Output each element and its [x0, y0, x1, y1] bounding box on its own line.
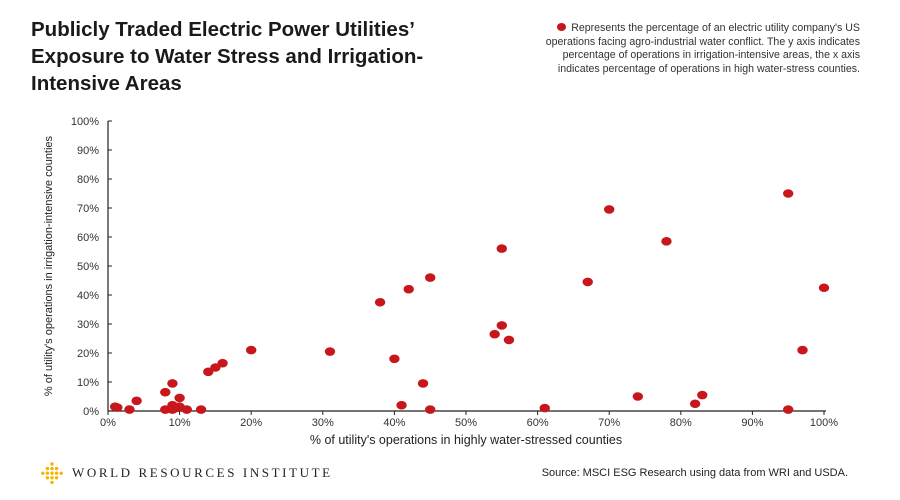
- logo-dot: [50, 471, 54, 475]
- y-axis-title: % of utility's operations in irrigation-…: [43, 135, 55, 396]
- data-point: [324, 347, 336, 356]
- y-tick-label: 90%: [77, 145, 99, 157]
- data-point: [604, 205, 615, 214]
- data-point: [582, 277, 593, 287]
- x-tick-label: 50%: [455, 417, 477, 429]
- logo-dot: [45, 466, 50, 471]
- y-tick-label: 70%: [77, 203, 99, 215]
- x-tick-label: 10%: [169, 417, 191, 429]
- y-tick-label: 10%: [77, 377, 99, 389]
- data-point: [425, 405, 436, 414]
- logo-dot: [45, 476, 50, 480]
- data-point: [503, 335, 515, 345]
- logo-dot: [45, 471, 50, 475]
- legend-text: Represents the percentage of an electric…: [545, 22, 860, 75]
- logo-dot: [50, 476, 54, 480]
- data-point: [124, 405, 135, 414]
- y-tick-label: 100%: [71, 116, 99, 128]
- data-point: [167, 379, 178, 388]
- data-point: [496, 321, 507, 330]
- data-point: [797, 345, 808, 355]
- data-point: [374, 297, 386, 307]
- y-tick-label: 80%: [77, 174, 99, 186]
- logo-dot: [54, 471, 59, 475]
- data-point: [210, 363, 221, 372]
- data-point: [539, 403, 550, 413]
- data-point: [403, 284, 414, 294]
- logo-dot: [54, 476, 59, 480]
- x-tick-label: 80%: [670, 417, 692, 429]
- x-tick-label: 40%: [383, 417, 405, 429]
- data-point: [417, 379, 429, 388]
- logo-dot: [50, 466, 54, 471]
- data-point: [389, 354, 400, 364]
- logo-dot: [41, 471, 45, 475]
- x-tick-label: 20%: [240, 417, 262, 429]
- data-point: [112, 403, 123, 412]
- logo-dot: [50, 480, 54, 485]
- y-tick-label: 50%: [77, 261, 99, 273]
- data-point: [783, 405, 794, 414]
- data-point: [174, 393, 185, 403]
- wri-logo: WORLD RESOURCES INSTITUTE: [40, 461, 333, 485]
- axes: 0% 10% 20% 30% 40% 50% 60% 70% 80% 90% 100% 0% 10% 20…: [71, 116, 838, 429]
- logo-name: WORLD RESOURCES INSTITUTE: [72, 465, 333, 480]
- source-note: Source: MSCI ESG Research using data fro…: [541, 467, 848, 479]
- data-point: [697, 390, 708, 400]
- data-point: [689, 399, 701, 409]
- legend: Represents the percentage of an electric…: [540, 22, 860, 76]
- data-point: [217, 358, 228, 368]
- data-point: [160, 387, 171, 397]
- legend-dot-icon: [557, 23, 567, 31]
- chart-title: Publicly Traded Electric Power Utilities…: [31, 18, 424, 95]
- y-tick-label: 40%: [77, 290, 99, 302]
- x-tick-label: 30%: [312, 417, 334, 429]
- data-point: [496, 244, 507, 253]
- data-point: [818, 283, 830, 293]
- data-point: [396, 400, 407, 410]
- x-axis-title: % of utility's operations in highly wate…: [310, 433, 622, 447]
- data-point: [489, 329, 500, 339]
- y-tick-label: 30%: [77, 319, 99, 331]
- y-tick-label: 20%: [77, 348, 99, 360]
- x-tick-label: 100%: [810, 417, 838, 429]
- logo-dot: [59, 471, 63, 475]
- x-tick-label: 60%: [527, 417, 549, 429]
- x-tick-label: 90%: [741, 417, 763, 429]
- data-point: [661, 237, 672, 246]
- logo-dot: [54, 466, 59, 471]
- data-point: [203, 367, 214, 377]
- wri-logo-icon: [41, 462, 63, 485]
- y-tick-label: 0%: [83, 406, 99, 418]
- data-point: [195, 405, 207, 414]
- x-tick-label: 0%: [100, 417, 116, 429]
- data-points: [109, 189, 830, 414]
- x-tick-label: 70%: [598, 417, 620, 429]
- data-point: [160, 405, 171, 414]
- data-point: [131, 396, 142, 406]
- data-point: [246, 345, 257, 355]
- data-point: [632, 392, 644, 401]
- data-point: [181, 405, 192, 414]
- data-point: [783, 189, 794, 198]
- data-point: [425, 273, 436, 282]
- y-tick-label: 60%: [77, 232, 99, 244]
- logo-dot: [50, 462, 54, 466]
